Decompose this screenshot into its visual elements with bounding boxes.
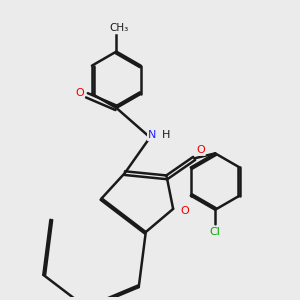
Text: O: O [75,88,84,98]
Text: H: H [161,130,170,140]
Text: CH₃: CH₃ [110,23,129,33]
Text: N: N [148,130,156,140]
Text: Cl: Cl [210,226,220,237]
Text: O: O [181,206,189,216]
Text: O: O [196,145,205,155]
